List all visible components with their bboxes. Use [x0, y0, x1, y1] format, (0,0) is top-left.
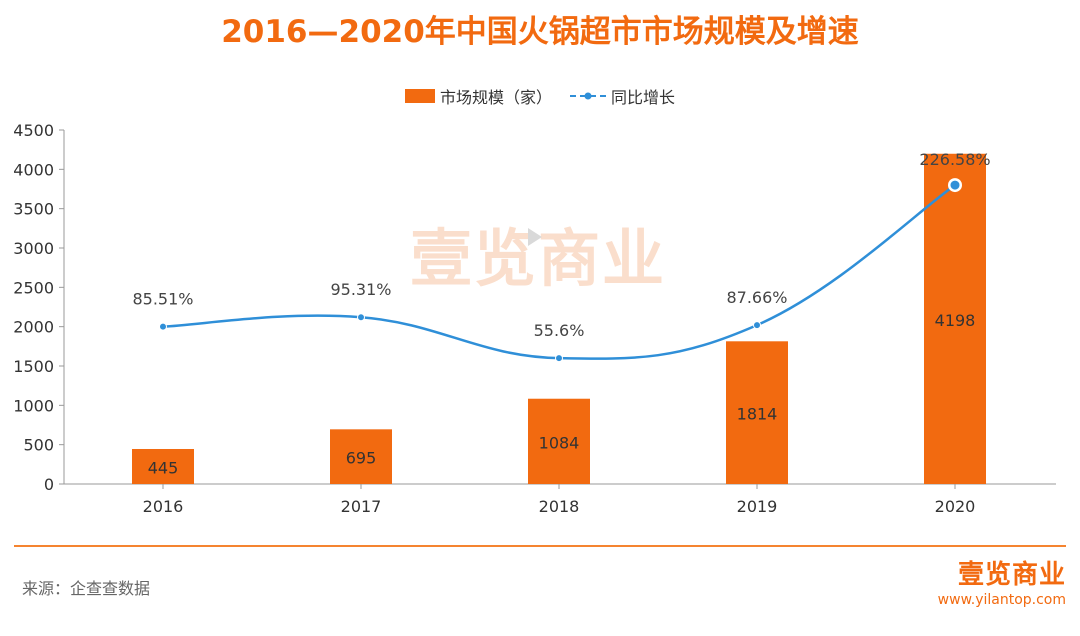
legend-bar-swatch	[404, 89, 435, 103]
bar	[924, 153, 986, 485]
bar	[528, 398, 590, 484]
x-tick-label: 2019	[737, 497, 778, 516]
y-tick-label: 2000	[13, 318, 54, 337]
legend-line-swatch	[570, 92, 607, 100]
brand-url: www.yilantop.com	[937, 592, 1066, 608]
bar	[132, 448, 194, 484]
legend-item-line: 同比增长	[569, 84, 675, 108]
y-tick-label: 3500	[13, 200, 54, 219]
bar-value-label: 1084	[539, 433, 580, 452]
chart-title: 2016—2020年中国火锅超市市场规模及增速	[221, 14, 859, 50]
brand: 壹览商业 www.yilantop.com	[938, 560, 1066, 610]
brand-logo: 壹览商业	[957, 560, 1066, 590]
footer-divider	[14, 545, 1066, 547]
x-tick-label: 2020	[935, 497, 976, 516]
watermark-play-icon	[528, 228, 542, 246]
source-note: 来源：企查查数据	[22, 579, 151, 598]
growth-value-label: 55.6%	[534, 321, 585, 340]
chart-plot: 0 500 1000 1500 2000 2500 3000 3500 4000 4500 2016…	[13, 121, 1056, 516]
legend: 市场规模（家） 同比增长	[0, 84, 1080, 108]
growth-point	[950, 180, 960, 190]
growth-point	[753, 321, 761, 330]
y-tick-label: 500	[23, 436, 54, 455]
legend-line-label: 同比增长	[611, 88, 676, 107]
legend-item-bar: 市场规模（家）	[404, 84, 552, 108]
growth-value-label: 87.66%	[726, 288, 787, 307]
bar	[726, 341, 788, 484]
y-tick-label: 4500	[13, 121, 54, 140]
growth-value-label: 226.58%	[919, 150, 990, 169]
x-tick-label: 2017	[341, 497, 382, 516]
bar-value-label: 695	[346, 449, 377, 468]
y-tick-label: 1000	[13, 396, 54, 415]
y-tick-label: 3000	[13, 239, 54, 258]
growth-value-label: 95.31%	[330, 280, 391, 299]
bar	[330, 429, 392, 484]
y-tick-label: 1500	[13, 357, 54, 376]
y-tick-label: 4000	[13, 160, 54, 179]
bar-value-label: 1814	[737, 405, 778, 424]
y-tick-label: 0	[44, 475, 54, 494]
y-tick-label: 2500	[13, 278, 54, 297]
legend-bar-label: 市场规模（家）	[439, 88, 552, 107]
growth-value-label: 85.51%	[132, 290, 193, 309]
bar-value-label: 445	[148, 458, 179, 477]
growth-point	[555, 354, 563, 363]
bar-value-label: 4198	[935, 311, 976, 330]
x-tick-label: 2016	[143, 497, 184, 516]
growth-point	[159, 322, 167, 331]
x-tick-label: 2018	[539, 497, 580, 516]
growth-point	[357, 313, 365, 322]
